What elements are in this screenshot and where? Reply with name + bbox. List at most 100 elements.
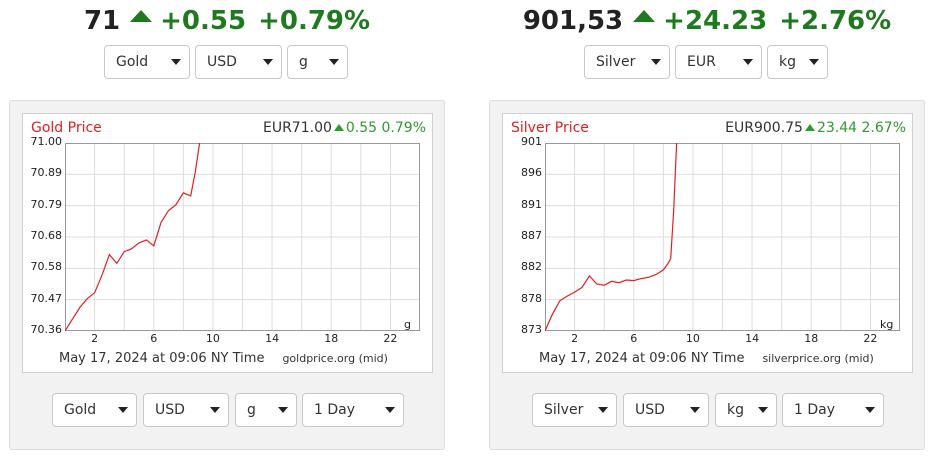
x-tick-label: 22 — [383, 332, 398, 345]
y-tick-label: 71.00 — [30, 135, 63, 148]
silver-headline-percent: +2.76% — [779, 6, 892, 36]
chevron-down-icon — [809, 59, 819, 65]
chevron-down-icon — [263, 59, 273, 65]
silver-currency-select-bottom-value: USD — [635, 402, 665, 418]
y-tick-label: 878 — [521, 291, 542, 305]
gold-metal-select-value: Gold — [116, 54, 149, 70]
x-tick-label: 10 — [685, 332, 700, 345]
chevron-down-icon — [743, 59, 753, 65]
x-tick-label: 14 — [745, 332, 760, 345]
silver-currency-select-value: EUR — [687, 54, 716, 70]
chevron-down-icon — [651, 59, 661, 65]
silver-chart-panel: Silver Price EUR900.75 23.44 2.67% 901 896… — [489, 100, 925, 450]
gold-price-line — [65, 143, 201, 331]
y-tick-label: 70.36 — [30, 323, 63, 336]
gold-currency-select-bottom-value: USD — [155, 402, 185, 418]
chevron-down-icon — [598, 407, 608, 413]
chevron-down-icon — [865, 407, 875, 413]
gold-chart-title: Gold Price — [31, 120, 102, 136]
chevron-down-icon — [278, 407, 288, 413]
gold-metal-select[interactable]: Gold — [104, 45, 190, 79]
x-tick-label: 6 — [150, 332, 158, 345]
y-tick-label: 70.89 — [30, 166, 63, 180]
gold-headline-change: +0.55 — [160, 6, 247, 36]
y-tick-label: 70.79 — [30, 197, 63, 211]
silver-metal-select-bottom[interactable]: Silver — [532, 393, 617, 427]
chevron-down-icon — [210, 407, 220, 413]
x-tick-label: 18 — [804, 332, 819, 345]
gold-currency-select-value: USD — [207, 54, 237, 70]
silver-metal-select-value: Silver — [596, 54, 636, 70]
gold-metal-select-bottom-value: Gold — [64, 402, 97, 418]
gold-chart-change: 0.55 — [345, 120, 378, 136]
silver-range-select[interactable]: 1 Day — [782, 393, 884, 427]
gold-plot-area — [65, 143, 420, 331]
up-triangle-icon — [804, 124, 815, 131]
gold-chart-panel: Gold Price EUR71.00 0.55 0.79% 71.00 70.89… — [9, 100, 445, 450]
gold-chart: Gold Price EUR71.00 0.55 0.79% 71.00 70.89… — [22, 113, 433, 373]
silver-chart-change: 23.44 — [816, 120, 858, 136]
gold-chart-source: goldprice.org (mid) — [282, 352, 388, 365]
silver-chart: Silver Price EUR900.75 23.44 2.67% 901 896… — [502, 113, 913, 373]
chevron-down-icon — [690, 407, 700, 413]
silver-unit-select-bottom-value: kg — [727, 402, 744, 418]
y-tick-label: 887 — [521, 229, 542, 242]
gold-chart-date: May 17, 2024 at 09:06 NY Time — [59, 351, 265, 366]
x-tick-label: 6 — [630, 332, 638, 345]
gold-range-select[interactable]: 1 Day — [302, 393, 404, 427]
y-tick-label: 873 — [521, 323, 542, 336]
chevron-down-icon — [758, 407, 768, 413]
y-tick-label: 70.58 — [30, 260, 63, 274]
gold-headline-percent: +0.79% — [258, 6, 371, 36]
silver-chart-date: May 17, 2024 at 09:06 NY Time — [539, 351, 745, 366]
gold-chart-footer: May 17, 2024 at 09:06 NY Time goldprice.o… — [59, 351, 388, 366]
y-tick-label: 891 — [521, 197, 542, 211]
gold-headline-price: 71 — [83, 6, 121, 36]
x-tick-label: 2 — [571, 332, 579, 345]
silver-chart-price-value: EUR900.75 — [725, 120, 803, 136]
up-triangle-icon — [333, 124, 344, 131]
gold-chart-percent: 0.79% — [381, 120, 426, 136]
silver-metal-select[interactable]: Silver — [584, 45, 670, 79]
silver-plot-area — [545, 143, 900, 331]
silver-metal-select-bottom-value: Silver — [544, 402, 584, 418]
silver-unit-select-value: kg — [779, 54, 796, 70]
y-tick-label: 882 — [521, 260, 542, 274]
x-tick-label: 10 — [205, 332, 220, 345]
gold-unit-select-bottom[interactable]: g — [235, 393, 297, 427]
x-tick-label: 2 — [91, 332, 99, 345]
silver-headline: 901,53 +24.23 +2.76% — [489, 6, 925, 36]
gold-range-select-value: 1 Day — [314, 402, 356, 418]
x-tick-label: 22 — [863, 332, 878, 345]
gold-metal-select-bottom[interactable]: Gold — [52, 393, 137, 427]
gold-unit-select-value: g — [299, 54, 308, 70]
silver-unit-select-bottom[interactable]: kg — [715, 393, 777, 427]
silver-range-select-value: 1 Day — [794, 402, 836, 418]
gold-unit-label: g — [404, 318, 411, 331]
silver-currency-select-bottom[interactable]: USD — [623, 393, 709, 427]
silver-chart-percent: 2.67% — [861, 120, 906, 136]
y-tick-label: 896 — [521, 166, 542, 180]
chevron-down-icon — [118, 407, 128, 413]
silver-widget: 901,53 +24.23 +2.76% Silver EUR kg Silver … — [489, 0, 925, 463]
x-tick-label: 14 — [265, 332, 280, 345]
silver-chart-source: silverprice.org (mid) — [762, 352, 874, 365]
y-tick-label: 901 — [521, 135, 542, 148]
plot-frame — [65, 143, 420, 331]
plot-frame — [545, 143, 900, 331]
gold-currency-select[interactable]: USD — [195, 45, 282, 79]
silver-unit-select[interactable]: kg — [767, 45, 828, 79]
silver-headline-change: +24.23 — [663, 6, 768, 36]
silver-currency-select[interactable]: EUR — [675, 45, 762, 79]
gold-unit-select[interactable]: g — [287, 45, 348, 79]
chevron-down-icon — [385, 407, 395, 413]
silver-unit-label: kg — [880, 318, 894, 331]
gold-chart-price-value: EUR71.00 — [262, 120, 332, 136]
gold-headline: 71 +0.55 +0.79% — [9, 6, 445, 36]
silver-chart-title: Silver Price — [511, 120, 589, 136]
up-arrow-icon — [130, 10, 153, 22]
gold-currency-select-bottom[interactable]: USD — [143, 393, 229, 427]
x-tick-label: 18 — [324, 332, 339, 345]
gold-unit-select-bottom-value: g — [247, 402, 256, 418]
silver-headline-price: 901,53 — [522, 6, 624, 36]
